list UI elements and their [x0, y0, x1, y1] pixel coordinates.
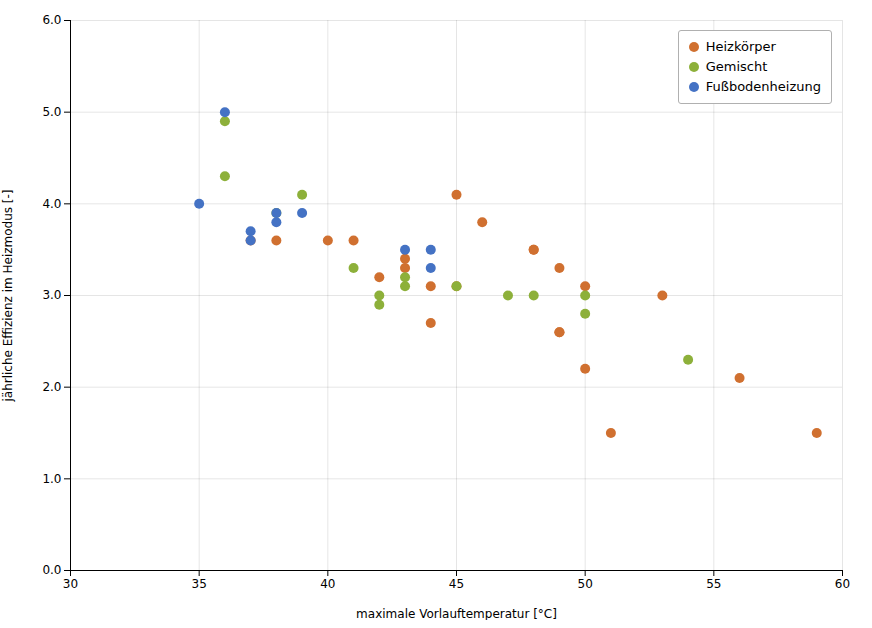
html-text:Gemischt: Gemischt — [705, 59, 768, 74]
svg-text:jährliche Effizienz im Heizmod: jährliche Effizienz im Heizmodus [-] — [1, 189, 15, 402]
svg-text:35: 35 — [192, 577, 207, 591]
svg-text:30: 30 — [63, 577, 78, 591]
svg-text:3.0: 3.0 — [42, 288, 61, 302]
svg-text:2.0: 2.0 — [42, 380, 61, 394]
svg-text:50: 50 — [578, 577, 593, 591]
svg-text:45: 45 — [449, 577, 464, 591]
svg-text:40: 40 — [320, 577, 335, 591]
svg-text:6.0: 6.0 — [42, 13, 61, 27]
html-text:Heizkörper: Heizkörper — [705, 39, 776, 54]
svg-text:60: 60 — [835, 577, 850, 591]
svg-text:55: 55 — [706, 577, 721, 591]
svg-text:0.0: 0.0 — [42, 563, 61, 577]
html-text:Fußbodenheizung: Fußbodenheizung — [705, 79, 821, 94]
svg-text:4.0: 4.0 — [42, 197, 61, 211]
svg-text:5.0: 5.0 — [42, 105, 61, 119]
svg-text:1.0: 1.0 — [42, 472, 61, 486]
svg-text:maximale Vorlauftemperatur [°C: maximale Vorlauftemperatur [°C] — [356, 607, 557, 621]
